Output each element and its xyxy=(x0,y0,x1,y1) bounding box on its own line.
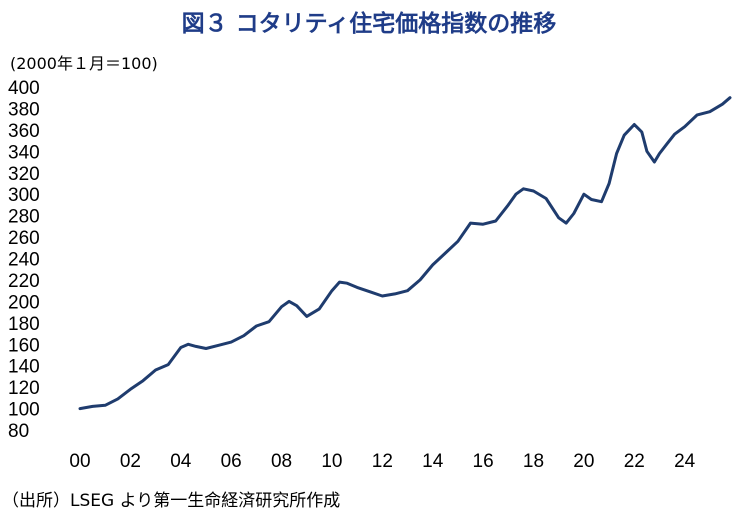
y-tick-label: 380 xyxy=(8,99,40,120)
x-axis-ticks: 00 02 04 06 08 10 12 14 16 18 20 22 24 xyxy=(69,451,695,472)
x-tick-label: 16 xyxy=(473,451,494,472)
y-tick-label: 260 xyxy=(8,228,40,249)
y-tick-label: 220 xyxy=(8,271,40,292)
y-tick-label: 100 xyxy=(8,400,40,421)
source-note: （出所）LSEG より第一生命経済研究所作成 xyxy=(2,491,341,511)
y-tick-label: 140 xyxy=(8,357,40,378)
y-unit-label: (2000年１月＝100) xyxy=(10,54,158,73)
y-axis-ticks: 8010012014016018020022024026028030032034… xyxy=(8,78,40,442)
chart-title: 図３ コタリティ住宅価格指数の推移 xyxy=(181,11,557,37)
x-tick-label: 24 xyxy=(674,451,696,472)
x-tick-label: 08 xyxy=(271,451,292,472)
plot-area xyxy=(78,96,732,411)
y-tick-label: 400 xyxy=(8,78,40,99)
x-tick-label: 20 xyxy=(573,451,594,472)
x-tick-label: 12 xyxy=(372,451,393,472)
series-line-0 xyxy=(78,96,732,411)
x-tick-label: 22 xyxy=(624,451,645,472)
x-tick-label: 06 xyxy=(221,451,242,472)
y-tick-label: 120 xyxy=(8,378,40,399)
y-tick-label: 160 xyxy=(8,335,40,356)
x-tick-label: 02 xyxy=(120,451,141,472)
x-tick-label: 00 xyxy=(69,451,90,472)
x-tick-label: 14 xyxy=(422,451,444,472)
y-tick-label: 320 xyxy=(8,164,40,185)
y-tick-label: 360 xyxy=(8,121,40,142)
y-tick-label: 180 xyxy=(8,314,40,335)
x-tick-label: 04 xyxy=(170,451,192,472)
y-tick-label: 300 xyxy=(8,185,40,206)
y-tick-label: 80 xyxy=(8,421,29,442)
x-tick-label: 18 xyxy=(523,451,544,472)
y-tick-label: 280 xyxy=(8,207,40,228)
y-tick-label: 340 xyxy=(8,142,40,163)
y-tick-label: 240 xyxy=(8,250,40,271)
y-tick-label: 200 xyxy=(8,292,40,313)
x-tick-label: 10 xyxy=(321,451,342,472)
